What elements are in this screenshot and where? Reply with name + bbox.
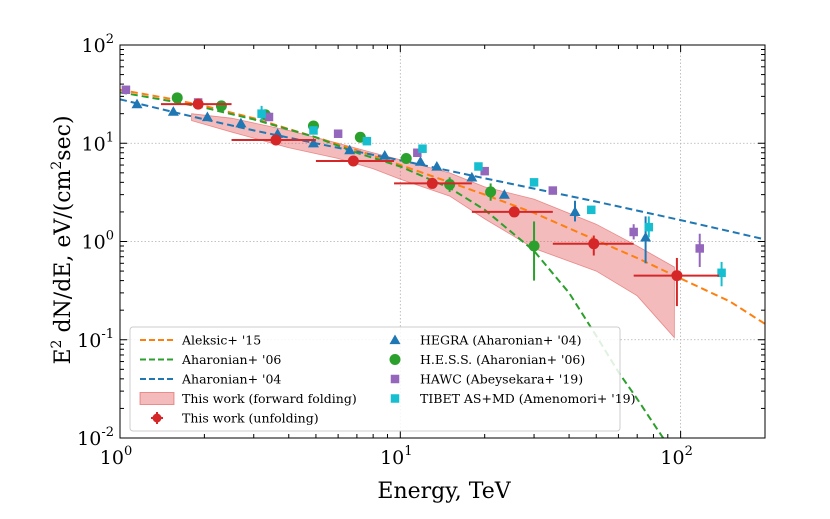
y-tick-label: 101 — [82, 130, 114, 155]
point-h-e-s-s-aharonian-06- — [400, 152, 412, 164]
x-tick-label: 100 — [100, 444, 132, 469]
curve-aharonian-04 — [120, 98, 765, 241]
x-tick-label-base: 10 — [100, 447, 124, 469]
point-tibet-as-md-amenomori-19- — [644, 222, 654, 232]
legend-label: Aharonian+ '06 — [181, 352, 281, 367]
point-this-work-unfolding- — [588, 238, 600, 250]
point-hawc-abeysekara-19- — [264, 112, 274, 122]
axis-ticks — [119, 44, 766, 439]
point-tibet-as-md-amenomori-19- — [529, 178, 539, 187]
legend-label: This work (unfolding) — [182, 411, 319, 426]
legend-handle-5 — [389, 334, 401, 345]
x-tick-label-base: 10 — [660, 447, 684, 469]
point-tibet-as-md-amenomori-19- — [257, 109, 266, 118]
point-hegra-aharonian-04- — [431, 160, 443, 171]
y-tick-label-base: 10 — [77, 330, 101, 352]
point-h-e-s-s-aharonian-06- — [528, 240, 540, 252]
legend-handle-6 — [389, 354, 401, 365]
point-h-e-s-s-aharonian-06- — [444, 179, 456, 191]
point-hawc-abeysekara-19- — [121, 85, 131, 95]
legend-label: HEGRA (Aharonian+ '04) — [420, 333, 582, 348]
x-tick-label-exp: 2 — [685, 444, 693, 459]
x-tick-label-base: 10 — [380, 447, 404, 469]
y-tick-label-exp: -1 — [101, 327, 114, 342]
legend-handle-4 — [152, 413, 162, 423]
y-tick-label: 10-2 — [77, 425, 114, 450]
point-hegra-aharonian-04- — [569, 206, 581, 217]
point-hegra-aharonian-04- — [414, 156, 426, 166]
y-tick-label-base: 10 — [82, 35, 106, 57]
y-tick-label-exp: 0 — [106, 229, 114, 244]
point-hegra-aharonian-04- — [307, 137, 319, 148]
point-hegra-aharonian-04- — [131, 98, 143, 109]
legend-label: H.E.S.S. (Aharonian+ '06) — [420, 352, 585, 367]
point-tibet-as-md-amenomori-19- — [474, 162, 483, 171]
y-tick-label: 100 — [82, 229, 114, 254]
y-tick-label: 10-1 — [77, 327, 114, 352]
legend-handle-7 — [390, 374, 400, 384]
point-hegra-aharonian-04- — [201, 111, 213, 122]
x-tick-label: 101 — [380, 444, 412, 469]
point-this-work-unfolding- — [347, 155, 359, 167]
legend-box — [129, 326, 621, 432]
legend-label: HAWC (Abeysekara+ '19) — [420, 372, 583, 387]
point-tibet-as-md-amenomori-19- — [587, 205, 596, 215]
y-axis-label: E2 dN/dE, eV/(cm2sec) — [49, 115, 76, 364]
point-hegra-aharonian-04- — [344, 144, 356, 155]
y-tick-label-base: 10 — [82, 133, 106, 155]
y-tick-label-exp: 2 — [106, 32, 114, 47]
x-tick-label: 102 — [660, 444, 692, 469]
point-h-e-s-s-aharonian-06- — [171, 92, 183, 104]
legend-handle-8 — [390, 394, 400, 403]
band-area — [191, 113, 675, 339]
point-hawc-abeysekara-19- — [480, 166, 489, 176]
y-tick-label-exp: -2 — [101, 425, 114, 440]
y-tick-label-exp: 1 — [106, 130, 114, 145]
point-tibet-as-md-amenomori-19- — [362, 136, 372, 146]
point-h-e-s-s-aharonian-06- — [485, 186, 497, 198]
y-tick-label-base: 10 — [77, 428, 101, 450]
point-tibet-as-md-amenomori-19- — [717, 268, 726, 278]
point-this-work-unfolding- — [671, 270, 683, 282]
point-hawc-abeysekara-19- — [333, 129, 343, 138]
curve-aharonian-06 — [120, 91, 665, 438]
y-tick-label: 102 — [82, 32, 114, 57]
legend-label: This work (forward folding) — [182, 391, 357, 406]
point-this-work-unfolding- — [270, 134, 282, 146]
point-hawc-abeysekara-19- — [629, 227, 638, 237]
point-hegra-aharonian-04- — [640, 231, 652, 242]
point-hegra-aharonian-04- — [466, 171, 478, 182]
point-hegra-aharonian-04- — [167, 106, 179, 116]
point-h-e-s-s-aharonian-06- — [215, 100, 227, 112]
x-axis-label: Energy, TeV — [377, 479, 511, 504]
point-hawc-abeysekara-19- — [695, 244, 704, 253]
x-tick-label-exp: 1 — [404, 444, 412, 459]
legend-label: TIBET AS+MD (Amenomori+ '19) — [420, 391, 636, 406]
point-tibet-as-md-amenomori-19- — [418, 144, 427, 153]
point-hegra-aharonian-04- — [379, 150, 391, 160]
point-hawc-abeysekara-19- — [548, 186, 558, 195]
point-hegra-aharonian-04- — [498, 189, 510, 199]
point-hegra-aharonian-04- — [235, 117, 247, 128]
data-points — [121, 85, 726, 307]
point-hawc-abeysekara-19- — [413, 148, 422, 158]
point-this-work-unfolding- — [192, 98, 204, 110]
legend: Aleksic+ '15 Aharonian+ '06 Aharonian+ '04… — [129, 326, 636, 432]
legend-label: Aharonian+ '04 — [181, 372, 281, 387]
forward-folding-band — [191, 113, 675, 339]
x-tick-label-exp: 0 — [124, 444, 132, 459]
point-this-work-unfolding- — [426, 177, 438, 189]
y-tick-label-base: 10 — [82, 232, 106, 254]
point-this-work-unfolding- — [508, 206, 520, 218]
point-tibet-as-md-amenomori-19- — [309, 126, 318, 135]
legend-handle-3 — [139, 392, 175, 405]
legend-label: Aleksic+ '15 — [181, 333, 261, 348]
